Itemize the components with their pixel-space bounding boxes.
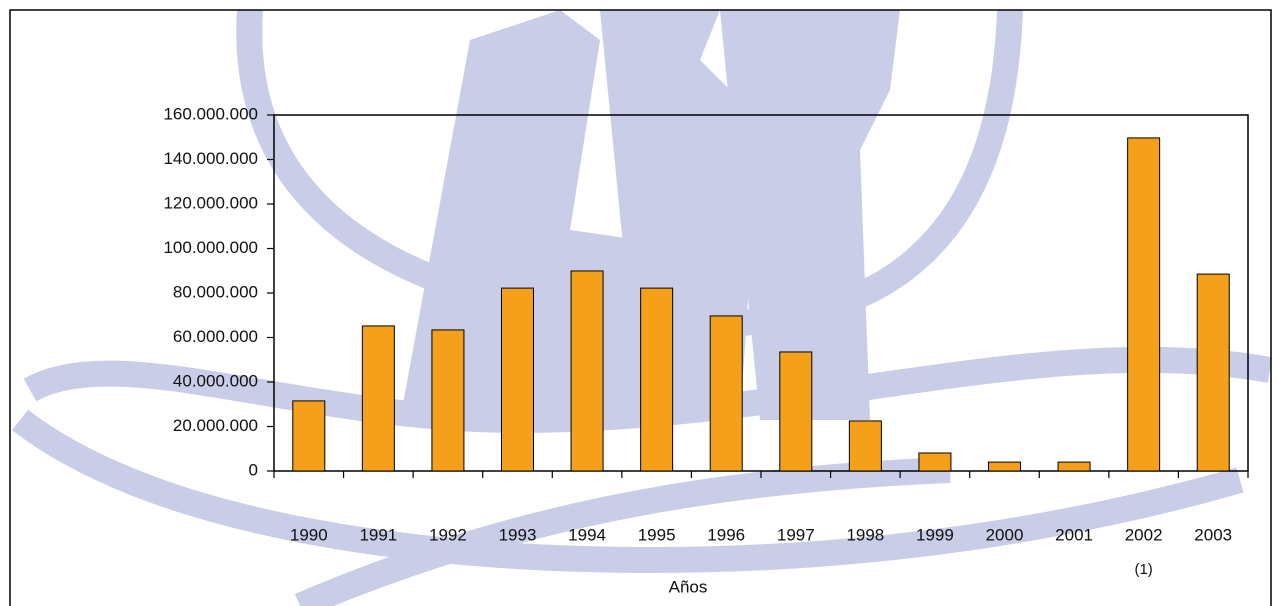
- bar: [1058, 462, 1090, 471]
- x-tick-label: 1998: [846, 525, 884, 544]
- x-tick-label: 1992: [429, 525, 467, 544]
- y-tick-label: 20.000.000: [173, 416, 258, 435]
- bar: [780, 352, 812, 471]
- bar: [362, 326, 394, 471]
- bar: [710, 316, 742, 471]
- bar: [293, 401, 325, 471]
- x-axis-label: Años: [669, 577, 708, 596]
- x-tick-label: 2003: [1194, 525, 1232, 544]
- y-tick-label: 160.000.000: [163, 104, 258, 123]
- x-tick-label: 2002: [1125, 525, 1163, 544]
- bar: [849, 421, 881, 471]
- x-tick-label: 2001: [1055, 525, 1093, 544]
- bar: [1128, 138, 1160, 471]
- y-tick-label: 100.000.000: [163, 238, 258, 257]
- footnote-marker: (1): [1134, 561, 1152, 578]
- y-tick-label: 60.000.000: [173, 327, 258, 346]
- y-tick-label: 40.000.000: [173, 371, 258, 390]
- y-tick-label: 80.000.000: [173, 282, 258, 301]
- x-tick-label: 1994: [568, 525, 606, 544]
- x-tick-label: 1999: [916, 525, 954, 544]
- x-tick-label: 1991: [359, 525, 397, 544]
- x-tick-label: 1990: [290, 525, 328, 544]
- x-tick-label: 1995: [638, 525, 676, 544]
- y-tick-label: 0: [249, 460, 258, 479]
- x-tick-label: 1996: [707, 525, 745, 544]
- y-tick-label: 120.000.000: [163, 193, 258, 212]
- bar: [1197, 274, 1229, 471]
- x-tick-label: 1997: [777, 525, 815, 544]
- bar: [641, 288, 673, 471]
- bar: [501, 288, 533, 471]
- bar: [988, 462, 1020, 471]
- x-tick-label: 2000: [986, 525, 1024, 544]
- y-tick-label: 140.000.000: [163, 149, 258, 168]
- bar: [571, 271, 603, 471]
- x-tick-label: 1993: [499, 525, 537, 544]
- bar: [432, 330, 464, 471]
- bar: [919, 453, 951, 471]
- chart: Años 0 20.000.000 40.000.000 60.000.000 80.0…: [0, 0, 1278, 606]
